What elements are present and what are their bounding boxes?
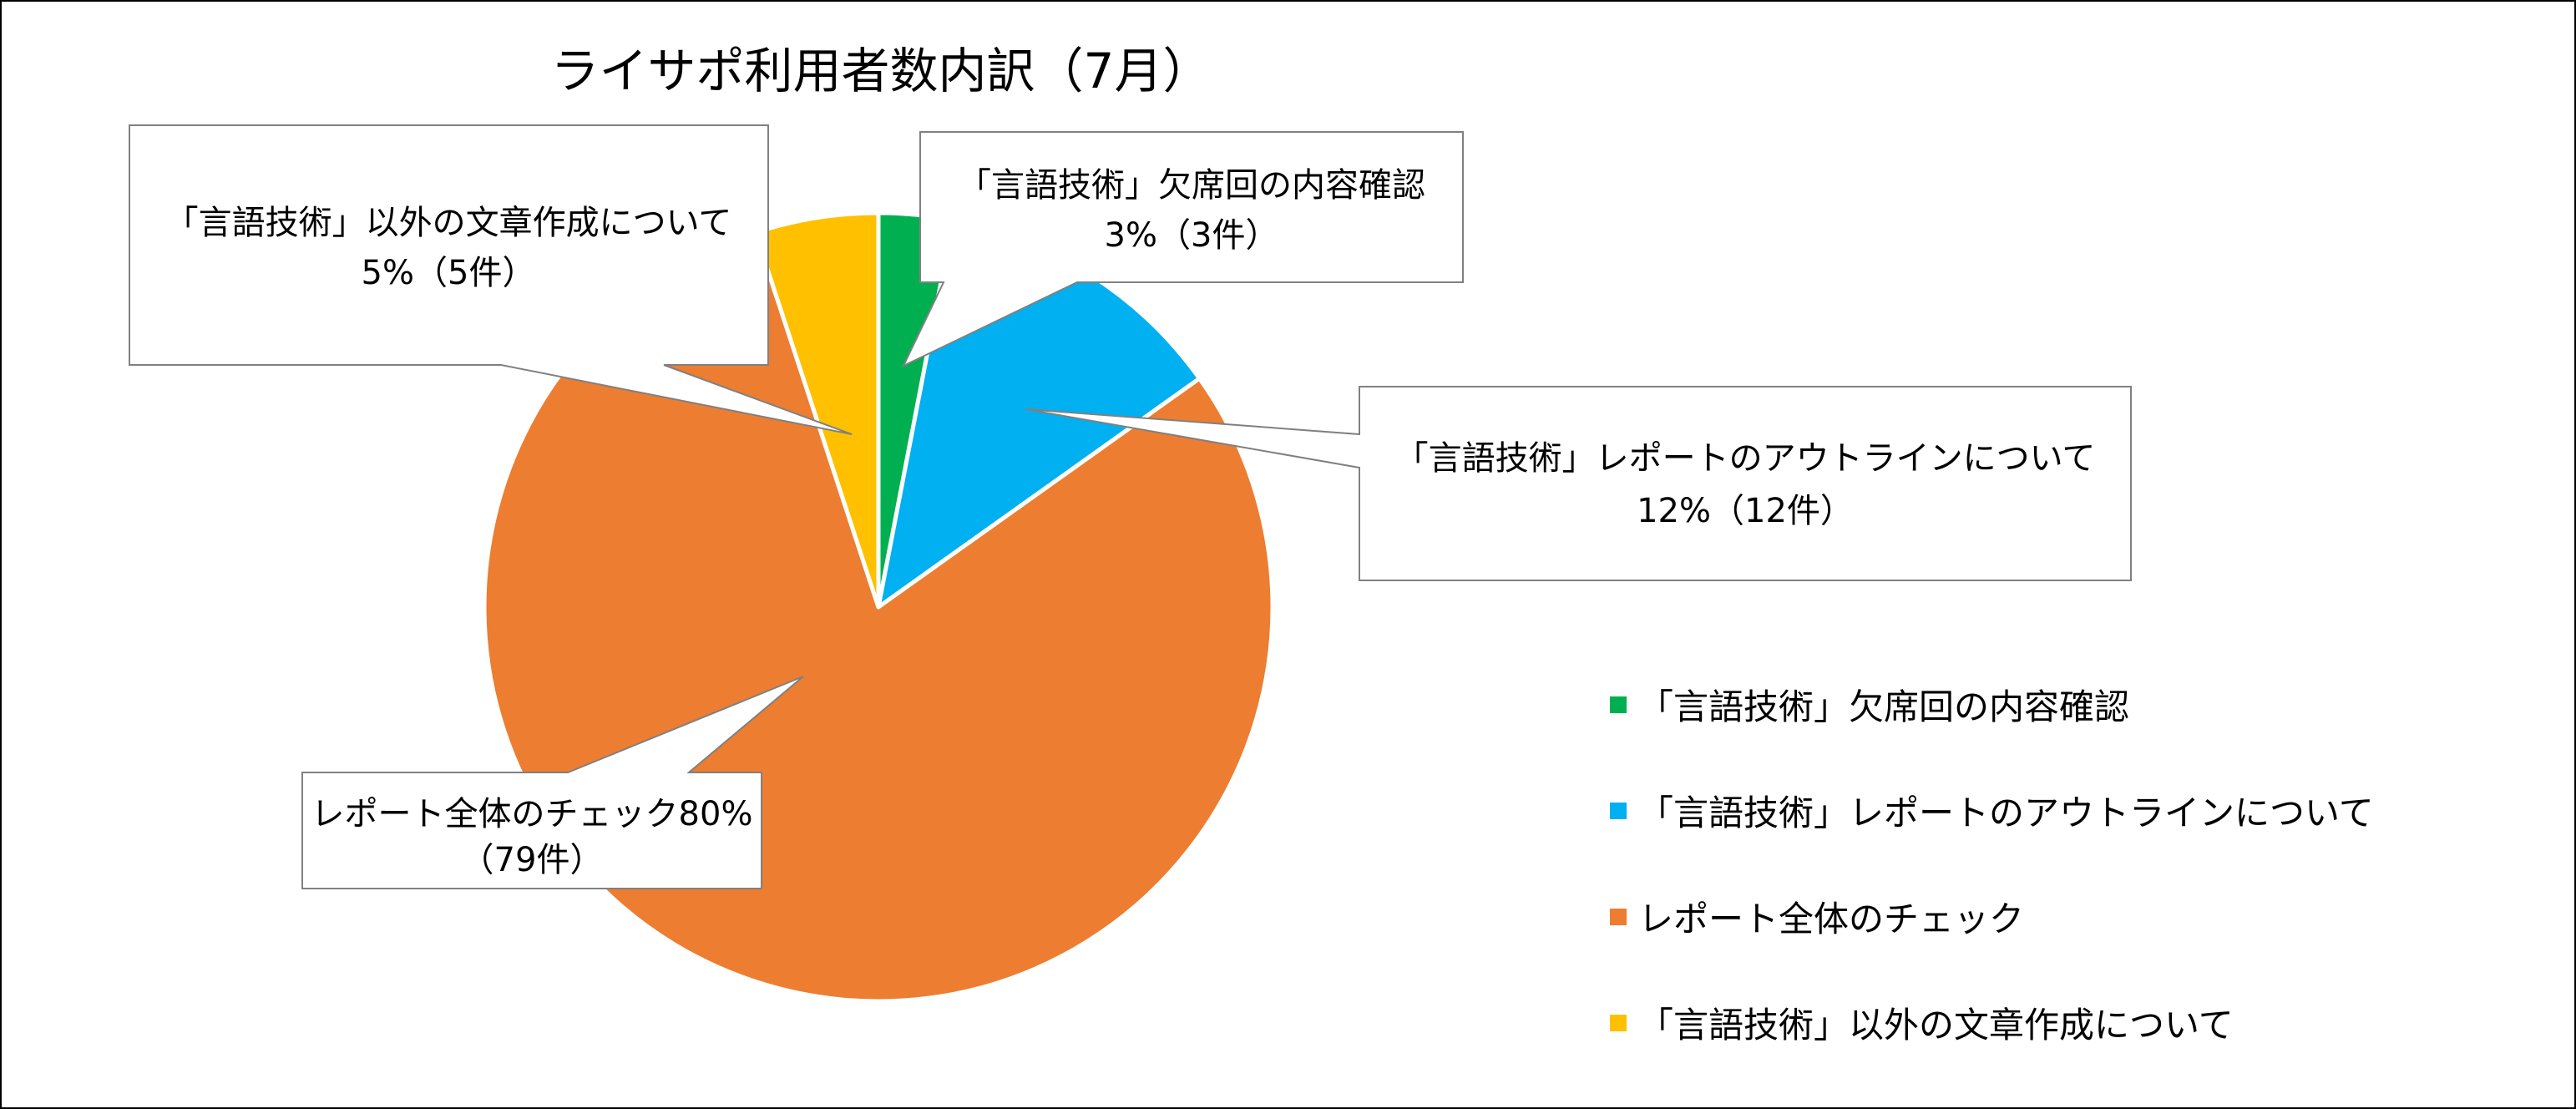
data-label-1-line1: 「言語技術」レポートのアウトラインについて [1395, 439, 2096, 478]
data-label-2-line1: レポート全体のチェック80% [311, 795, 753, 833]
legend-item-1: 「言語技術」レポートのアウトラインについて [1610, 757, 2528, 863]
legend-label-1: 「言語技術」レポートのアウトラインについて [1638, 793, 2374, 833]
data-label-2-line2: （79件） [461, 841, 604, 879]
callout-box-2 [301, 676, 804, 889]
legend-swatch-1 [1610, 802, 1627, 819]
legend-item-0: 「言語技術」欠席回の内容確認 [1610, 651, 2528, 757]
legend-swatch-2 [1610, 908, 1627, 925]
callout-box-1 [1025, 386, 2132, 581]
data-label-callouts: 「言語技術」欠席回の内容確認 3%（3件） 「言語技術」レポートのアウトラインに… [129, 124, 2132, 889]
legend-label-0: 「言語技術」欠席回の内容確認 [1638, 686, 2130, 727]
data-label-1-line2: 12%（12件） [1637, 492, 1854, 530]
callout-box-3 [129, 124, 853, 435]
data-label-0-line1: 「言語技術」欠席回の内容確認 [958, 166, 1425, 205]
callout-slice-0: 「言語技術」欠席回の内容確認 3%（3件） [901, 131, 1464, 368]
chart-title: ライサポ利用者数内訳（7月） [550, 43, 1212, 99]
callout-slice-2: レポート全体のチェック80% （79件） [301, 676, 804, 889]
legend-item-3: 「言語技術」以外の文章作成について [1610, 970, 2528, 1076]
data-label-0-line2: 3%（3件） [1105, 216, 1279, 255]
callout-slice-1: 「言語技術」レポートのアウトラインについて 12%（12件） [1025, 386, 2132, 581]
callout-box-0 [901, 131, 1464, 368]
data-label-3-line2: 5%（5件） [362, 254, 536, 292]
legend-item-2: レポート全体のチェック [1610, 863, 2528, 970]
callout-slice-3: 「言語技術」以外の文章作成について 5%（5件） [129, 124, 853, 435]
legend-swatch-0 [1610, 696, 1627, 713]
data-label-3-line1: 「言語技術」以外の文章作成について [165, 204, 732, 242]
legend-label-3: 「言語技術」以外の文章作成について [1638, 1005, 2234, 1046]
legend-swatch-3 [1610, 1014, 1627, 1031]
legend-label-2: レポート全体のチェック [1638, 899, 2025, 939]
legend: 「言語技術」欠席回の内容確認 「言語技術」レポートのアウトラインについて レポー… [1610, 651, 2528, 1076]
